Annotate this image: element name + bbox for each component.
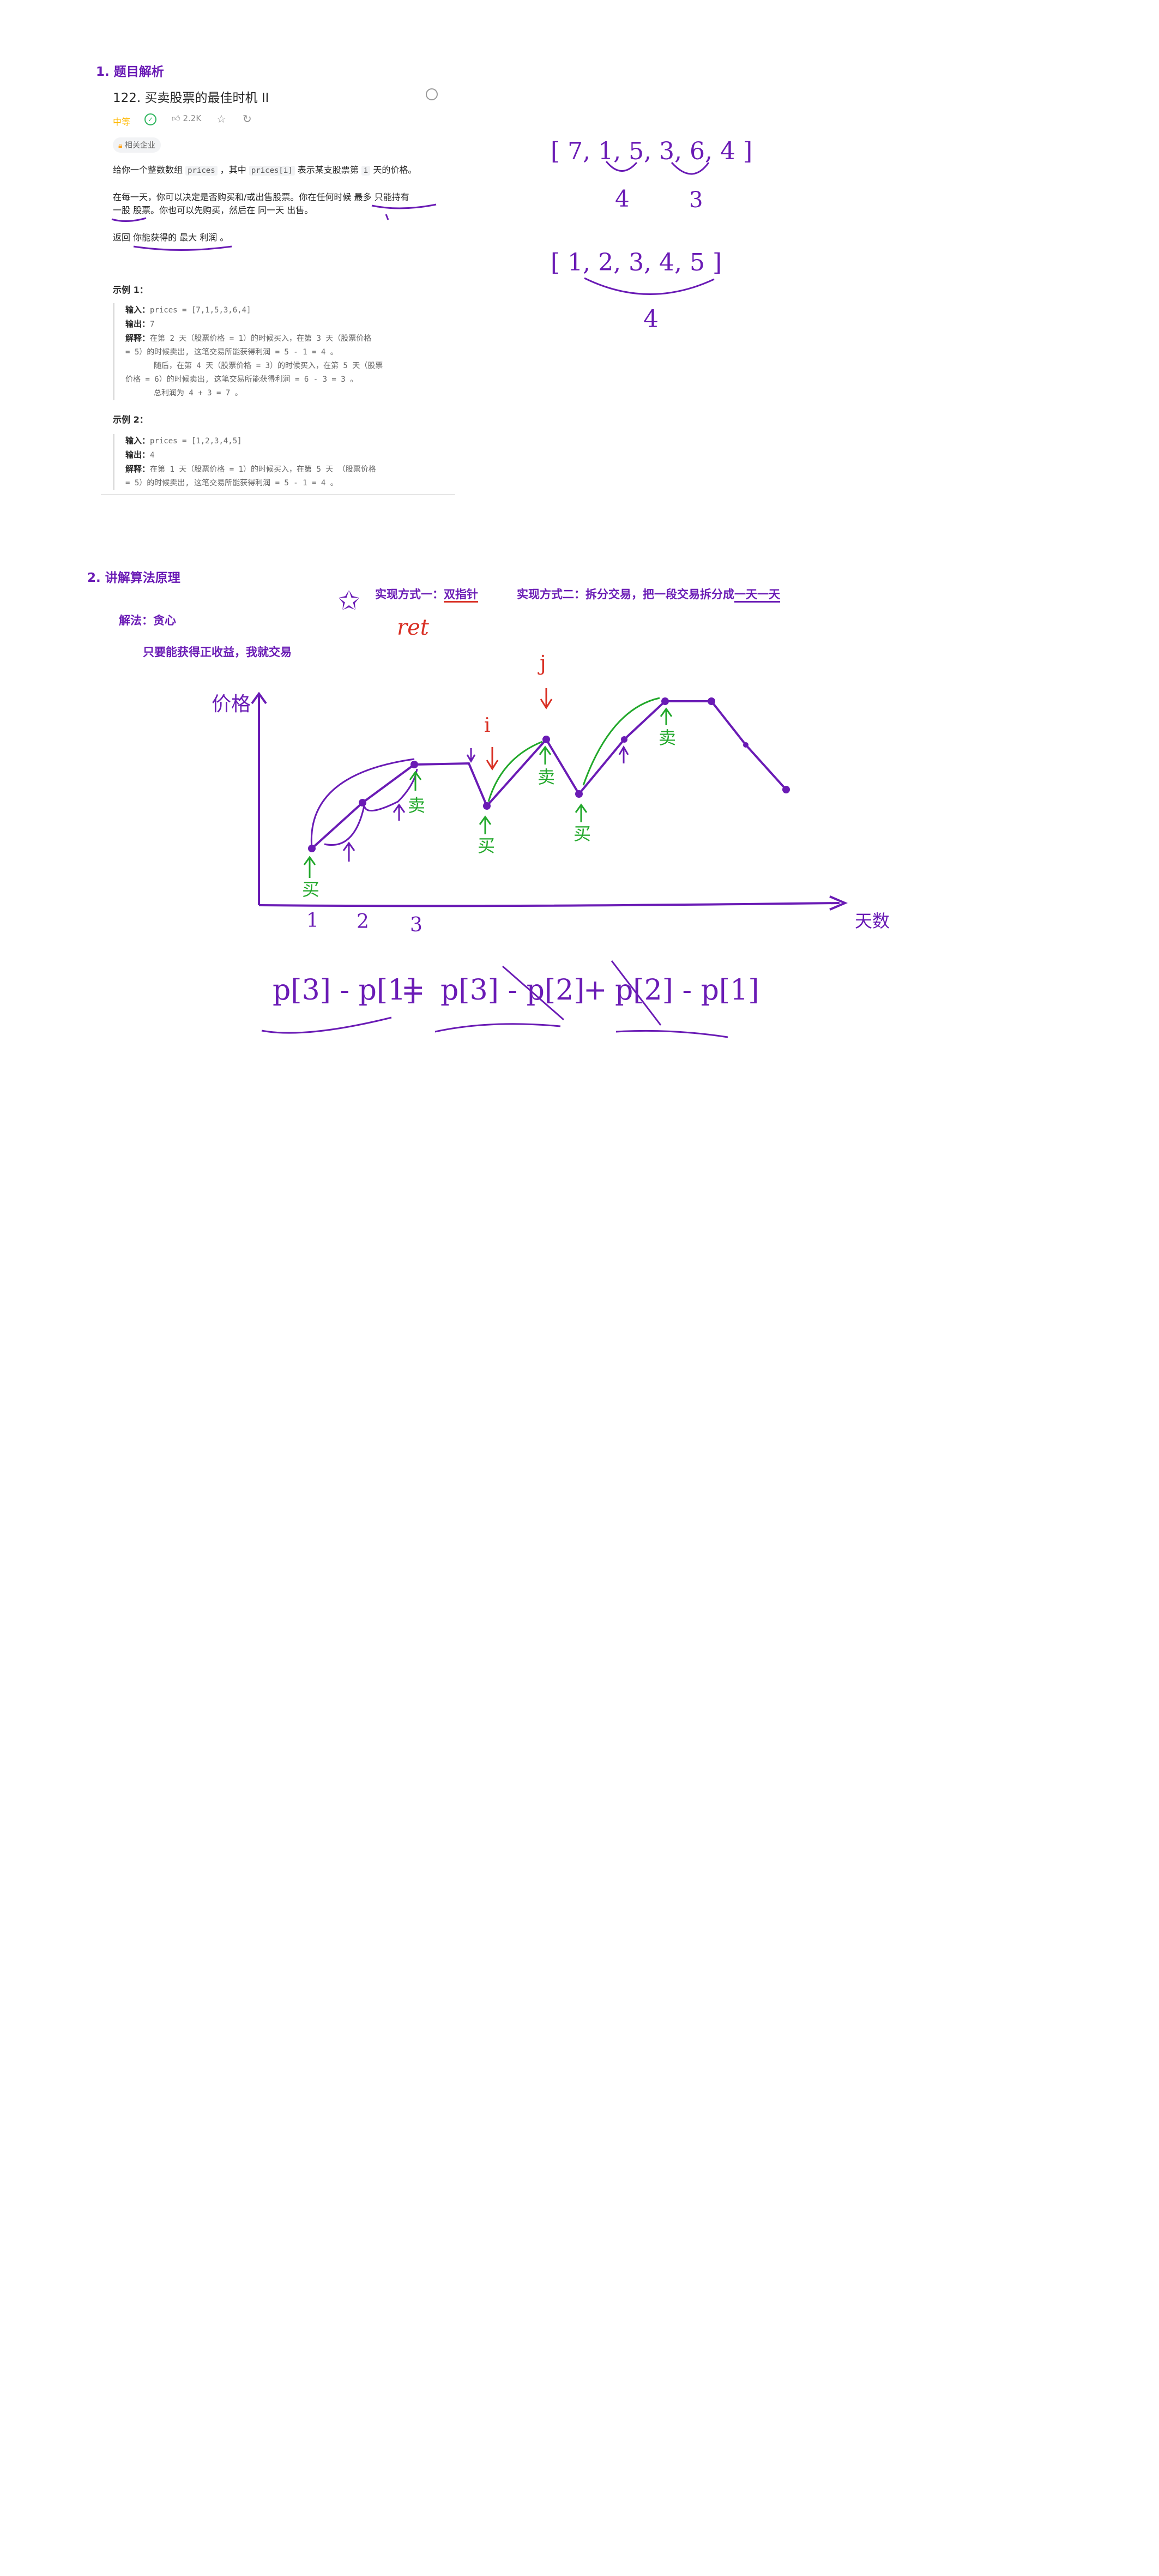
buy-label-1: 买 xyxy=(302,879,320,900)
like-count: 2.2K xyxy=(183,113,202,123)
formula-equals: = xyxy=(401,974,425,1007)
ret-label: ret xyxy=(397,615,429,640)
hand-profit-2: 3 xyxy=(689,188,703,213)
example2-block: 输入：prices = [1,2,3,4,5] 输出：4 解释：在第 1 天（股… xyxy=(113,434,447,490)
pointer-i-label: i xyxy=(484,714,491,737)
section1-title: 1. 题目解析 xyxy=(96,65,164,79)
difficulty-badge: 中等 xyxy=(113,117,131,127)
hand-array-2: [ 1, 2, 3, 4, 5 ] xyxy=(551,249,722,276)
buy-label-2: 买 xyxy=(478,835,496,856)
example2-title: 示例 2： xyxy=(113,414,148,425)
hand-profit-3: 4 xyxy=(643,305,659,333)
day-1-label: 1 xyxy=(306,910,319,932)
description-3: 返回 你能获得的 最大 利润 。 xyxy=(113,232,229,243)
like-button[interactable]: 👍︎ 2.2K xyxy=(172,113,201,124)
sell-label-2: 卖 xyxy=(538,767,556,787)
formula-plus: + xyxy=(583,974,607,1007)
star-mark-icon: ✩ xyxy=(338,586,360,616)
problem-title[interactable]: 122. 买卖股票的最佳时机 II xyxy=(113,91,269,105)
hand-profit-1: 4 xyxy=(615,185,630,212)
company-tag[interactable]: 🔒︎ 相关企业 xyxy=(113,137,161,153)
array-arcs xyxy=(584,161,715,295)
thumb-up-icon: 👍︎ xyxy=(172,113,180,123)
example1-title: 示例 1： xyxy=(113,285,148,295)
day-3-label: 3 xyxy=(410,914,422,936)
share-icon[interactable]: ↻ xyxy=(243,112,252,125)
problem-card: 122. 买卖股票的最佳时机 II 中等 ✓ 👍︎ 2.2K ☆ ↻ 🔒︎ 相关… xyxy=(101,81,455,495)
sell-label-1: 卖 xyxy=(408,795,426,816)
impl2: 实现方式二：拆分交易，把一段交易拆分成一天一天 xyxy=(517,586,780,603)
sell-label-3: 卖 xyxy=(659,727,677,748)
method-label: 解法：贪心 xyxy=(119,614,176,627)
info-icon[interactable] xyxy=(426,88,438,100)
price-axis-label: 价格 xyxy=(212,693,251,715)
formula-right: p[2] - p[1] xyxy=(615,974,759,1007)
pointer-j-label: j xyxy=(540,651,546,675)
day-axis-label: 天数 xyxy=(855,911,890,931)
section2-title: 2. 讲解算法原理 xyxy=(87,571,180,585)
solved-check-icon: ✓ xyxy=(144,113,156,125)
example1-block: 输入：prices = [7,1,5,3,6,4] 输出：7 解释：在第 2 天… xyxy=(113,303,447,400)
day-2-label: 2 xyxy=(357,911,369,933)
star-icon[interactable]: ☆ xyxy=(216,112,226,125)
price-diagram xyxy=(251,688,848,1038)
card-annotations xyxy=(111,203,437,251)
formula-middle: p[3] - p[2] xyxy=(440,974,585,1007)
impl1: 实现方式一：双指针 xyxy=(375,586,478,603)
greedy-rule: 只要能获得正收益，我就交易 xyxy=(143,646,292,659)
description-2: 在每一天，你可以决定是否购买和/或出售股票。你在任何时候 最多 只能持有 一股 … xyxy=(113,192,409,215)
description-1: 给你一个整数数组 prices ，其中 prices[i] 表示某支股票第 i … xyxy=(113,165,417,176)
buy-label-3: 买 xyxy=(574,823,591,844)
formula-left: p[3] - p[1] xyxy=(273,974,417,1007)
lock-icon: 🔒︎ xyxy=(118,141,123,150)
hand-array-1: [ 7, 1, 5, 3, 6, 4 ] xyxy=(551,137,753,165)
